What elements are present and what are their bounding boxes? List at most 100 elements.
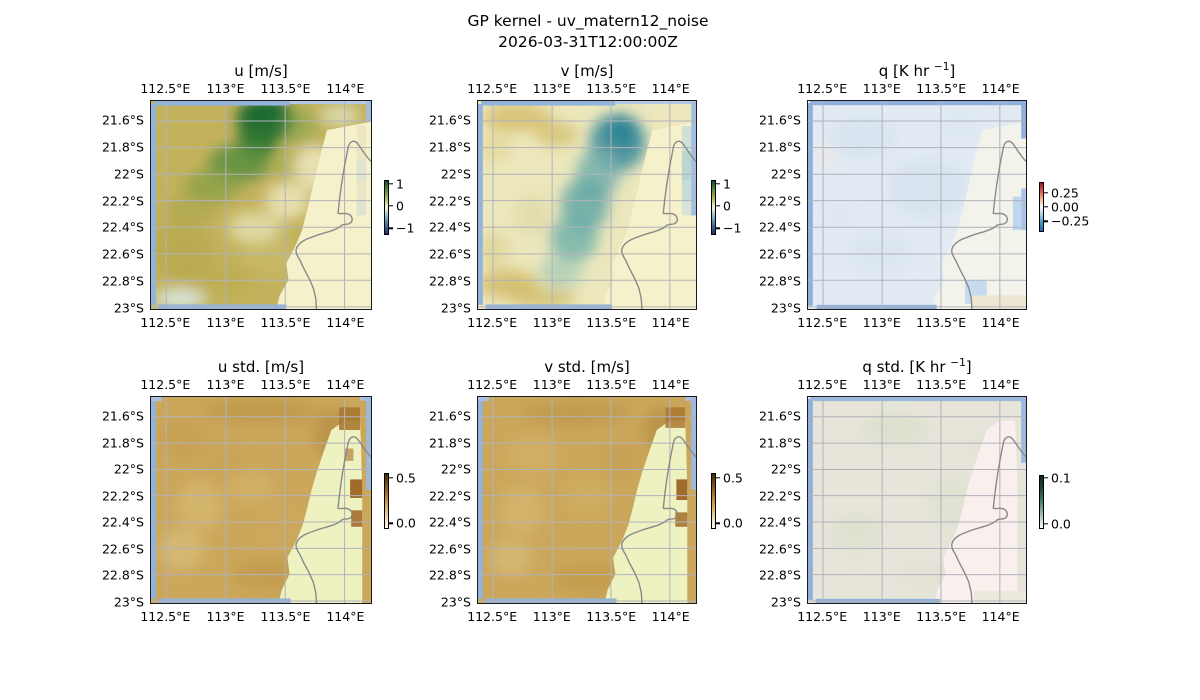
colorbar-v: 1 0 −1 <box>711 176 775 236</box>
lon-tick-label: 113°E <box>862 81 901 96</box>
map-v <box>477 100 697 310</box>
colorbar-tick <box>389 477 393 479</box>
lon-tick-label: 114°E <box>651 609 690 624</box>
lat-tick-label: 22.2°S <box>758 193 801 209</box>
graticule-gridlines <box>808 397 1026 603</box>
lat-tick-label: 21.8°S <box>758 435 801 451</box>
lon-tick-label: 113°E <box>862 609 901 624</box>
colorbar-tick <box>389 205 393 207</box>
subplot-title-text: u [m/s] <box>234 62 288 80</box>
colorbar-tick-label: 0.0 <box>723 515 743 531</box>
subplot-title-text: ] <box>949 62 956 80</box>
lon-tick-labels-top: 112.5°E 113°E 113.5°E 114°E <box>467 81 697 96</box>
lat-tick-label: 22.6°S <box>101 541 144 557</box>
colorbar-tick <box>1044 192 1048 194</box>
lat-tick-label: 21.8°S <box>758 139 801 155</box>
subplot-q: q [K hr −1] 112.5°E 113°E 113.5°E 114°E 112… <box>759 61 1027 330</box>
lat-tick-label: 22.8°S <box>428 273 471 289</box>
lon-tick-label: 114°E <box>651 315 690 330</box>
lat-tick-label: 21.6°S <box>428 112 471 128</box>
lon-tick-label: 113.5°E <box>260 315 311 330</box>
lat-tick-label: 21.8°S <box>428 139 471 155</box>
map-u <box>150 100 372 310</box>
lat-tick-labels: 21.6°S 21.8°S 22°S 22.2°S 22.4°S 22.6°S 22.8°S… <box>735 396 807 609</box>
lat-tick-label: 22.8°S <box>428 567 471 583</box>
lat-tick-label: 22.4°S <box>428 219 471 235</box>
colorbar-u-bar <box>384 180 389 235</box>
subplot-title-q-std: q std. [K hr −1] <box>777 353 1057 377</box>
lat-tick-label: 22.2°S <box>758 488 801 504</box>
colorbar-tick-label: 1 <box>723 176 731 192</box>
land-mask <box>604 420 688 603</box>
lon-tick-labels-bottom: 112.5°E 113°E 113.5°E 114°E <box>467 315 697 330</box>
coastline <box>296 141 371 309</box>
lon-tick-label: 114°E <box>981 377 1020 392</box>
lat-tick-label: 22°S <box>770 461 801 477</box>
colorbar-tick-label: 0.1 <box>1051 470 1071 486</box>
colorbar-tick-label: 0.5 <box>396 470 416 486</box>
subplot-title-text: ] <box>965 358 972 376</box>
graticule-gridlines <box>478 397 696 603</box>
lat-tick-label: 22°S <box>440 166 471 182</box>
colorbar-tick-label: −0.25 <box>1051 213 1090 229</box>
lat-tick-label: 23°S <box>770 594 801 610</box>
subplot-title-text: q std. [K hr <box>862 358 951 376</box>
lon-tick-labels-top: 112.5°E 113°E 113.5°E 114°E <box>797 81 1027 96</box>
lon-tick-label: 113.5°E <box>260 377 311 392</box>
subplot-title-text: u std. [m/s] <box>217 358 305 376</box>
lat-tick-label: 23°S <box>440 300 471 316</box>
lon-tick-labels-top: 112.5°E 113°E 113.5°E 114°E <box>467 377 697 392</box>
lat-tick-label: 22°S <box>113 461 144 477</box>
lat-tick-label: 22°S <box>440 461 471 477</box>
lon-tick-label: 113°E <box>532 81 571 96</box>
lat-tick-label: 22.4°S <box>428 514 471 530</box>
lat-tick-label: 21.8°S <box>428 435 471 451</box>
lon-tick-label: 112.5°E <box>467 315 518 330</box>
colorbar-tick <box>1044 220 1048 223</box>
lon-tick-label: 114°E <box>981 315 1020 330</box>
colorbar-q-std-bar <box>1039 475 1044 529</box>
lon-tick-label: 112.5°E <box>467 81 518 96</box>
lat-tick-label: 21.8°S <box>101 139 144 155</box>
lat-tick-label: 21.6°S <box>101 408 144 424</box>
lon-tick-labels-top: 112.5°E 113°E 113.5°E 114°E <box>140 377 372 392</box>
subplot-u-std: u std. [m/s] 112.5°E 113°E 113.5°E 114°E 11… <box>102 358 372 624</box>
lon-tick-label: 113°E <box>532 609 571 624</box>
lon-tick-label: 112.5°E <box>140 377 191 392</box>
subplot-u: u [m/s] 112.5°E 113°E 113.5°E 114°E 112.5°E… <box>102 62 372 330</box>
lat-tick-label: 22.4°S <box>758 514 801 530</box>
lat-tick-labels: 21.6°S 21.8°S 22°S 22.2°S 22.4°S 22.6°S 22.8°S… <box>78 396 150 609</box>
lat-tick-label: 22.6°S <box>758 541 801 557</box>
lon-tick-label: 114°E <box>326 609 365 624</box>
subplot-title-v-std: v std. [m/s] <box>447 353 727 377</box>
lat-tick-label: 22.8°S <box>101 567 144 583</box>
lat-tick-label: 22.6°S <box>101 246 144 262</box>
lon-tick-label: 113.5°E <box>260 81 311 96</box>
lon-tick-label: 112.5°E <box>140 81 191 96</box>
lon-tick-label: 113°E <box>532 315 571 330</box>
lat-tick-label: 23°S <box>440 594 471 610</box>
colorbar-tick-label: 0.25 <box>1051 185 1079 201</box>
lat-tick-label: 22.4°S <box>101 219 144 235</box>
lat-tick-label: 22.8°S <box>758 273 801 289</box>
lat-tick-label: 22.2°S <box>428 488 471 504</box>
colorbar-tick <box>1044 523 1048 525</box>
colorbar-tick <box>716 522 720 524</box>
colorbar-tick <box>716 205 720 207</box>
lon-tick-label: 113.5°E <box>916 377 967 392</box>
lat-tick-labels: 21.6°S 21.8°S 22°S 22.2°S 22.4°S 22.6°S 22.8°S… <box>78 100 150 316</box>
colorbar-tick-label: 1 <box>396 176 404 192</box>
land-mask <box>276 121 371 309</box>
subplot-title-text: v [m/s] <box>560 62 614 80</box>
lon-tick-label: 114°E <box>981 609 1020 624</box>
subplot-title-text: q [K hr <box>878 62 934 80</box>
lat-tick-label: 21.6°S <box>101 112 144 128</box>
colorbar-tick-label: 0 <box>396 198 404 214</box>
lon-tick-label: 113°E <box>206 81 245 96</box>
subplot-title-q: q [K hr −1] <box>777 57 1057 81</box>
colorbar-tick <box>389 183 393 185</box>
lon-tick-label: 113.5°E <box>586 377 637 392</box>
colorbar-v-std-bar <box>711 473 716 529</box>
colorbar-tick <box>716 477 720 479</box>
map-u-std <box>150 396 372 604</box>
